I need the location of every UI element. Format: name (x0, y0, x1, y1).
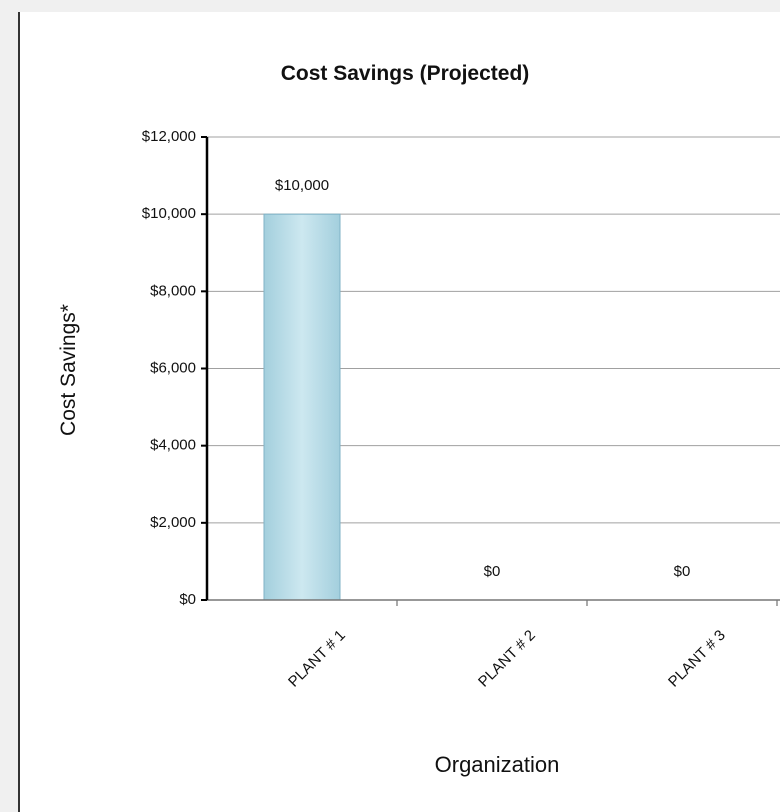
y-tick-label: $4,000 (150, 437, 196, 454)
x-axis-label: Organization (435, 752, 560, 777)
value-label: $0 (674, 563, 691, 580)
y-axis-label: Cost Savings* (57, 304, 80, 436)
panel (18, 12, 780, 812)
bar (263, 213, 341, 601)
value-label: $10,000 (275, 177, 329, 194)
y-tick-label: $0 (179, 591, 196, 608)
y-tick-label: $8,000 (150, 282, 196, 299)
value-label: $0 (484, 563, 501, 580)
y-tick-label: $10,000 (142, 205, 196, 222)
y-tick-label: $6,000 (150, 359, 196, 376)
y-tick-label: $12,000 (142, 128, 196, 145)
chart-title: Cost Savings (Projected) (281, 62, 530, 85)
y-tick-label: $2,000 (150, 514, 196, 531)
